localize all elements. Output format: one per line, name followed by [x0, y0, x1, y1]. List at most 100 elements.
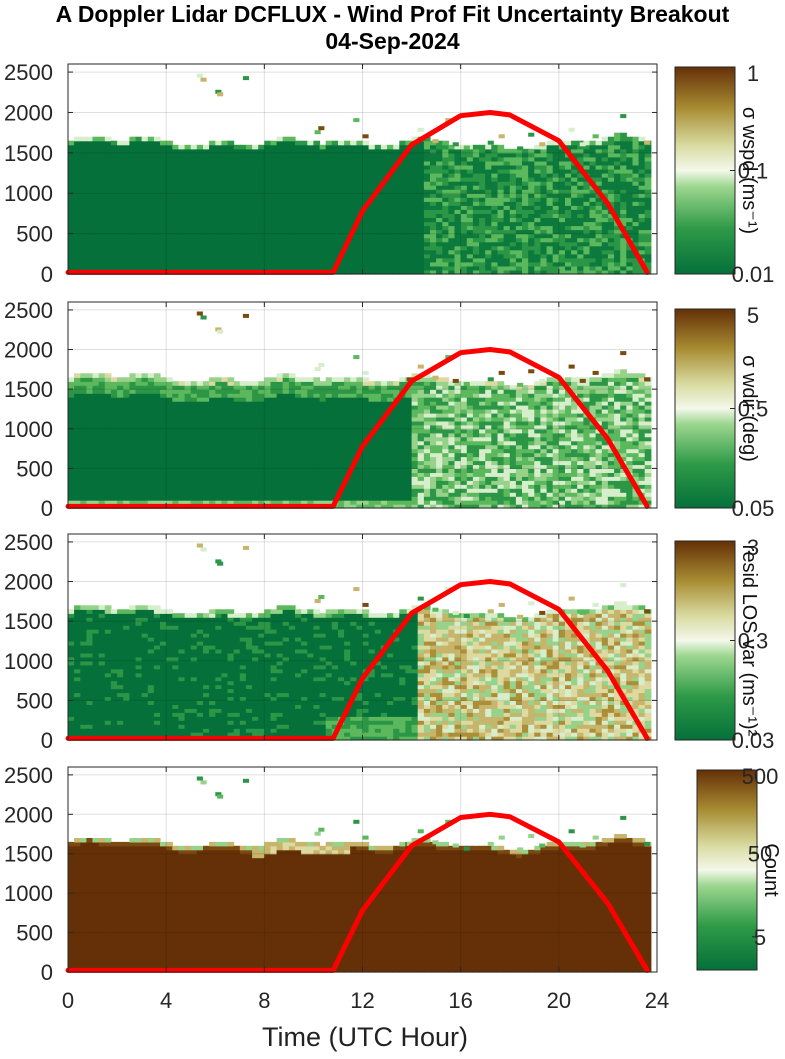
heatmap-cell — [423, 253, 431, 259]
heatmap-cell — [632, 189, 640, 194]
heatmap-cell — [491, 165, 498, 170]
heatmap-cell — [276, 385, 284, 390]
heatmap-cell — [141, 185, 149, 190]
heatmap-cell — [221, 405, 229, 410]
heatmap-cell — [399, 249, 406, 255]
heatmap-cell — [558, 197, 566, 202]
heatmap-cell — [423, 160, 431, 166]
heatmap-cell — [380, 492, 388, 497]
heatmap-cell — [270, 173, 278, 178]
heatmap-cell — [203, 160, 210, 166]
heatmap-cell — [190, 409, 198, 414]
heatmap-cell — [252, 440, 259, 446]
heatmap-cell — [74, 448, 81, 454]
heatmap-cell — [362, 197, 370, 202]
heatmap-cell — [68, 233, 75, 239]
heatmap-cell — [110, 381, 118, 386]
heatmap-cell — [362, 249, 370, 255]
heatmap-cell — [552, 225, 560, 231]
heatmap-cell — [338, 245, 345, 251]
heatmap-cell — [423, 205, 431, 210]
heatmap-cell — [307, 237, 314, 243]
heatmap-cell — [515, 270, 523, 275]
heatmap-cell — [203, 169, 210, 174]
heatmap-cell — [368, 476, 376, 481]
heatmap-cell — [522, 233, 529, 239]
heatmap-cell — [245, 181, 253, 186]
heatmap-cell — [325, 420, 333, 426]
heatmap-cell — [98, 201, 106, 206]
heatmap-cell — [288, 444, 296, 450]
heatmap-cell — [147, 480, 155, 485]
heatmap-cell — [92, 152, 100, 158]
heatmap-cell — [362, 229, 370, 235]
heatmap-cell — [626, 148, 633, 154]
heatmap-cell — [239, 472, 247, 477]
heatmap-cell — [638, 177, 646, 182]
heatmap-cell — [319, 389, 327, 394]
heatmap-cell — [607, 148, 615, 154]
heatmap-cell — [565, 225, 572, 231]
heatmap-cell — [534, 193, 541, 198]
heatmap-cell — [583, 209, 591, 214]
heatmap-cell — [430, 185, 437, 190]
heatmap-cell — [607, 265, 615, 271]
heatmap-cell — [104, 177, 112, 182]
heatmap-cell — [264, 197, 271, 202]
heatmap-cell — [344, 160, 351, 166]
heatmap-cell — [178, 177, 186, 182]
heatmap-cell — [86, 468, 94, 473]
heatmap-cell — [172, 397, 179, 402]
heatmap-cell — [393, 448, 400, 454]
heatmap-cell — [178, 448, 186, 454]
heatmap-cell — [313, 488, 321, 493]
heatmap-cell — [147, 169, 155, 174]
heatmap-cell — [288, 440, 296, 446]
heatmap-cell — [552, 152, 560, 158]
heatmap-cell — [221, 476, 229, 481]
heatmap-cell — [331, 468, 339, 473]
heatmap-cell — [196, 261, 204, 267]
heatmap-cell — [491, 144, 498, 150]
heatmap-cell — [620, 249, 627, 255]
heatmap-cell — [626, 213, 633, 218]
heatmap-cell — [110, 412, 118, 418]
heatmap-cell — [509, 209, 517, 214]
heatmap-cell — [607, 213, 615, 218]
heatmap-cell — [571, 140, 578, 146]
heatmap-cell — [362, 416, 370, 422]
heatmap-cell — [110, 165, 118, 170]
heatmap-cell — [362, 209, 370, 214]
heatmap-cell — [638, 165, 646, 170]
heatmap-cell — [160, 496, 167, 501]
heatmap-cell — [380, 209, 388, 214]
heatmap-cell — [405, 265, 413, 271]
heatmap-cell — [466, 245, 474, 251]
heatmap-cell — [221, 452, 229, 458]
heatmap-cell — [417, 189, 425, 194]
heatmap-cell — [245, 193, 253, 198]
heatmap-cell — [380, 488, 388, 493]
heatmap-cell — [411, 169, 419, 174]
heatmap-cell — [472, 249, 480, 255]
heatmap-cell — [528, 261, 535, 267]
heatmap-cell — [331, 229, 339, 235]
heatmap-cell — [497, 257, 505, 263]
heatmap-cell — [356, 249, 364, 255]
heatmap-cell — [129, 472, 137, 477]
heatmap-cell — [301, 420, 308, 426]
heatmap-cell — [86, 373, 94, 378]
heatmap-cell — [430, 160, 437, 166]
heatmap-cell — [252, 173, 259, 178]
heatmap-cell — [546, 165, 554, 170]
heatmap-cell — [626, 169, 633, 174]
heatmap-cell — [135, 444, 143, 450]
heatmap-cell — [86, 225, 94, 231]
heatmap-cell — [160, 169, 167, 174]
heatmap-cell — [239, 144, 247, 150]
heatmap-cell — [614, 201, 621, 206]
heatmap-cell — [399, 245, 406, 251]
heatmap-cell — [252, 401, 259, 406]
heatmap-cell — [423, 221, 431, 227]
heatmap-cell — [601, 229, 609, 235]
